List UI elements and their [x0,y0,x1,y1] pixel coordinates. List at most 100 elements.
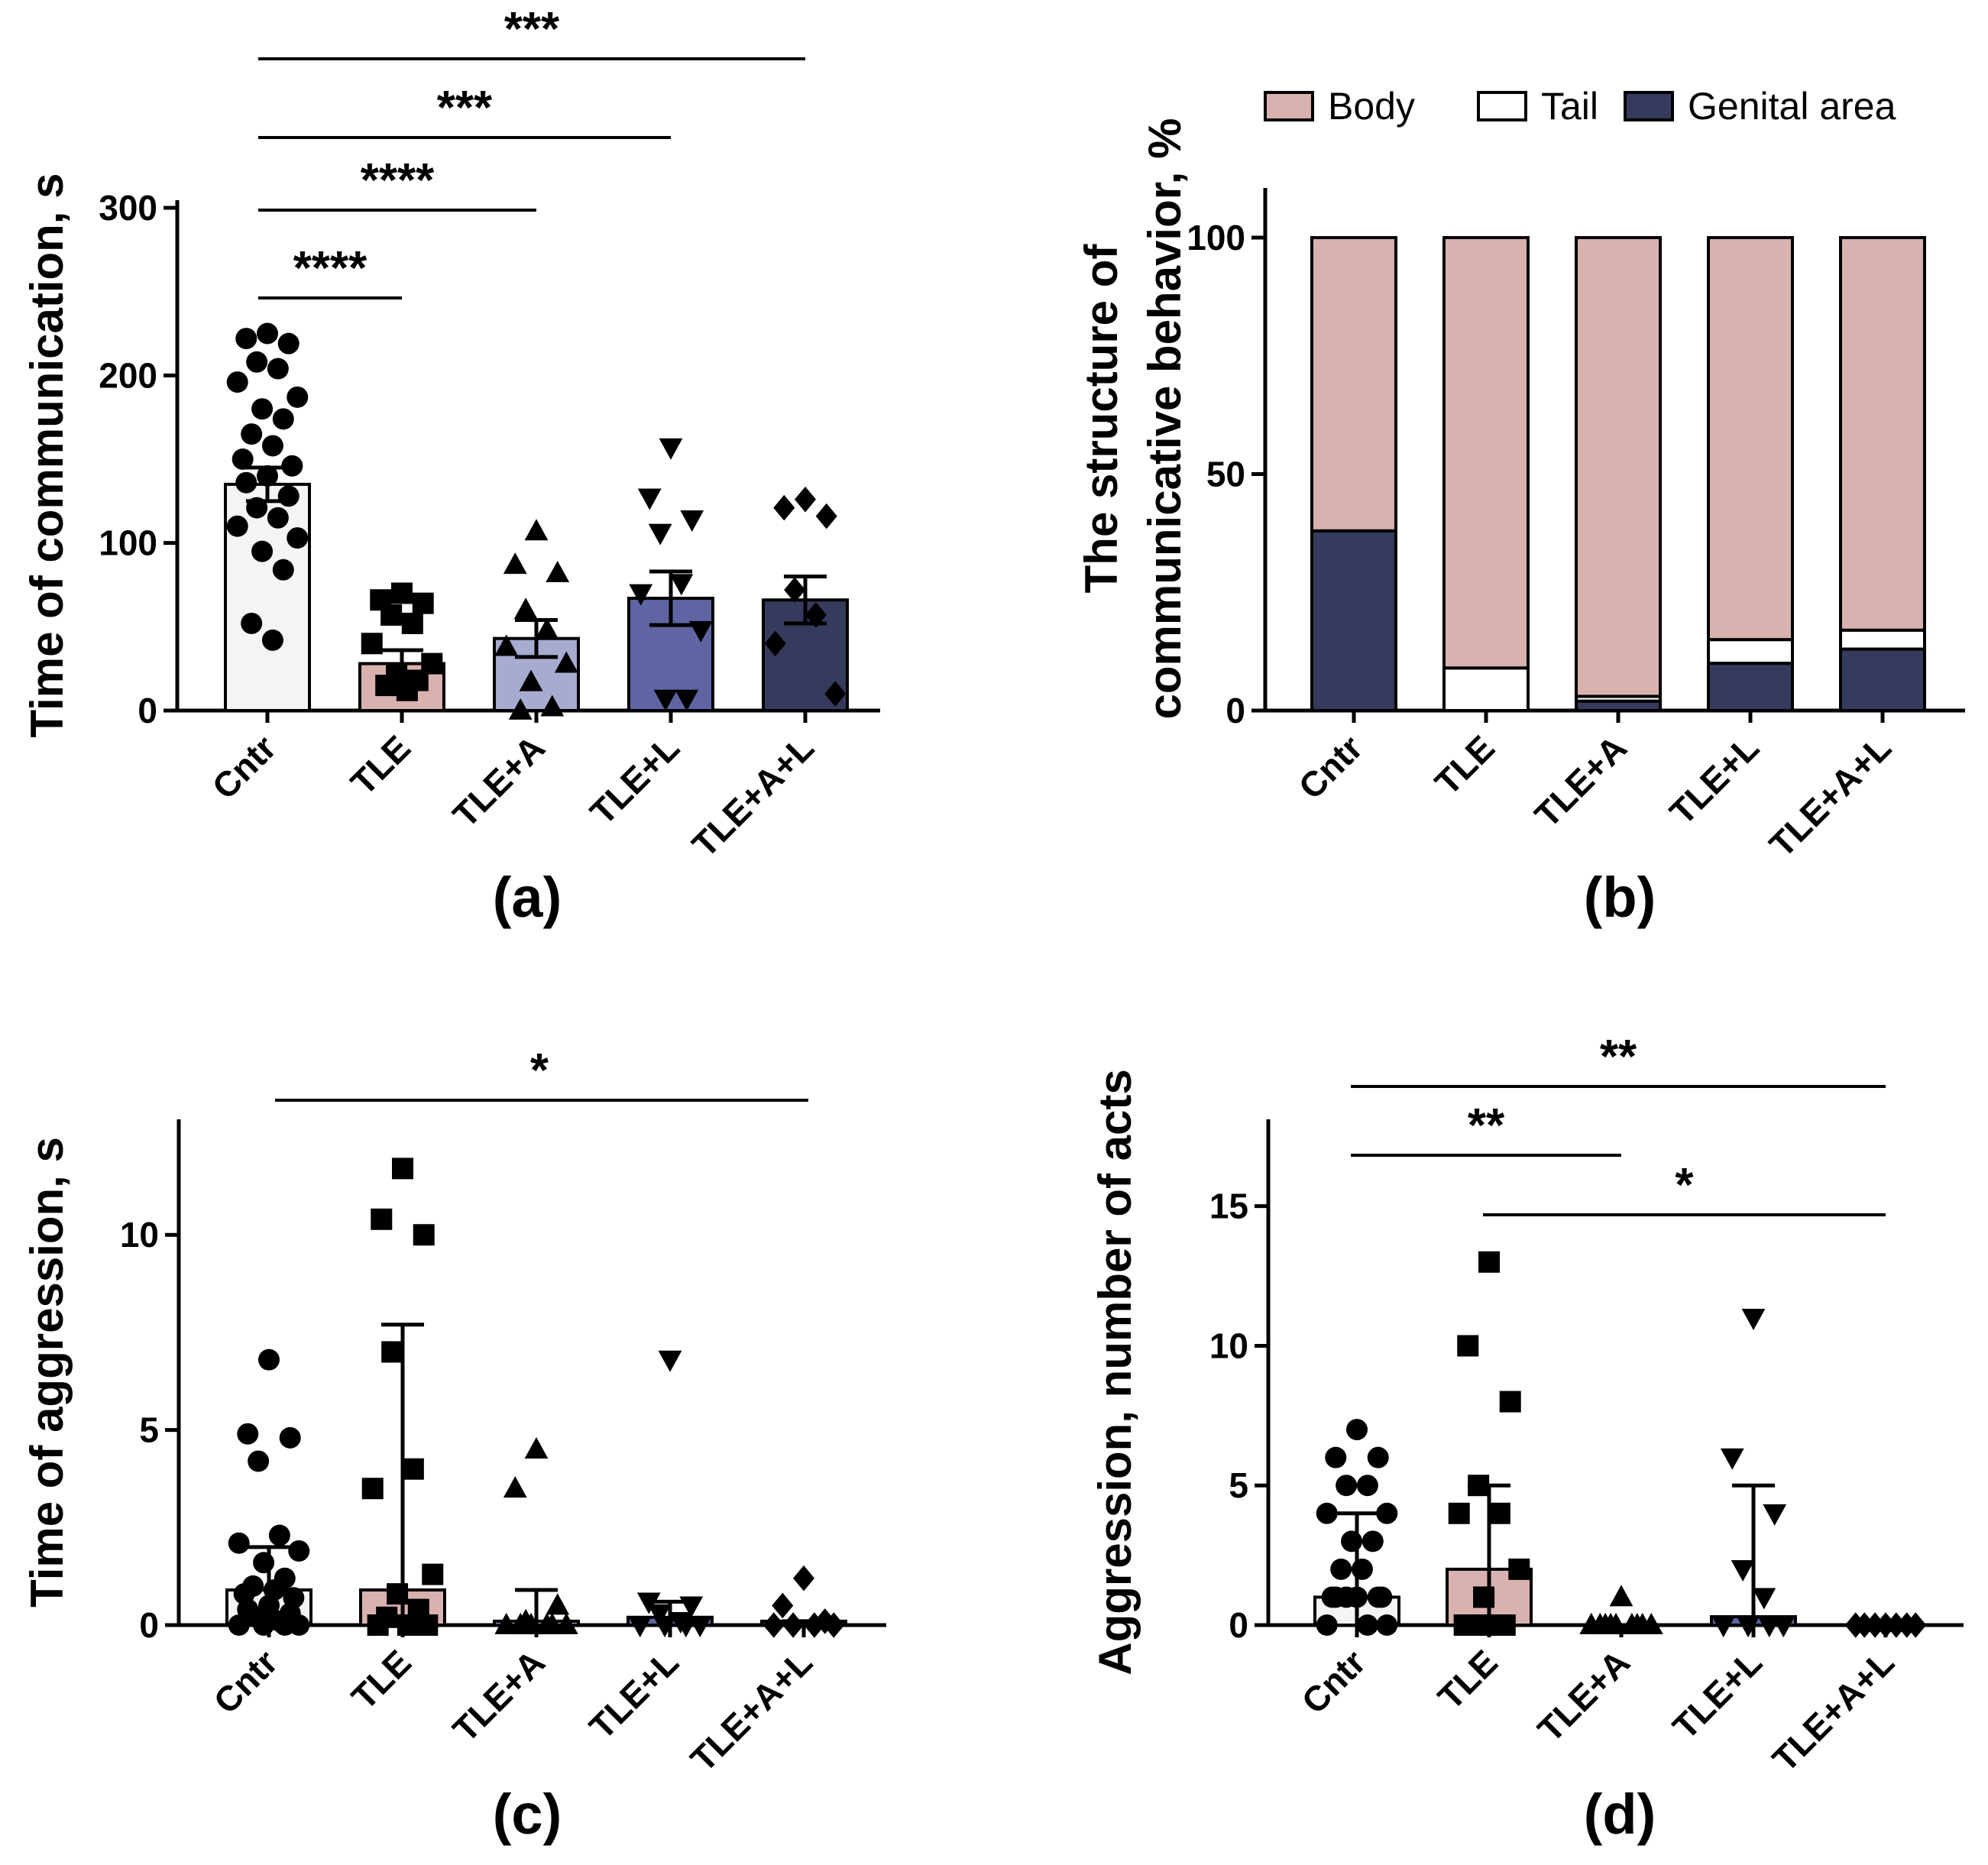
data-point [680,510,704,533]
y-tick-label: 0 [1226,691,1245,730]
panel-label: (a) [493,866,562,929]
data-point [535,617,559,639]
data-point [1361,1530,1384,1553]
data-point [396,679,418,701]
data-point [1720,1448,1744,1470]
data-point [524,519,549,541]
data-point [803,1612,825,1638]
x-tick-label: TLE [344,1642,419,1717]
data-point [253,1552,275,1574]
data-point [235,471,257,494]
data-point [274,1614,296,1636]
data-point [261,435,283,457]
data-point [540,1612,565,1634]
y-tick-label: 10 [1209,1326,1248,1365]
x-tick-label: TLE+L [1665,1642,1769,1747]
data-point [653,689,678,711]
data-point [251,398,274,420]
data-point [257,322,278,345]
x-tick-label: TLE [1430,1642,1505,1717]
data-point [1609,1585,1633,1607]
data-point [1336,1475,1358,1497]
data-point [648,523,672,546]
data-point [1741,1308,1766,1330]
data-point [1356,1614,1378,1636]
bar-segment [1310,529,1397,713]
legend-label: Tail [1541,85,1598,128]
data-point [795,486,816,513]
significance-label: ** [1600,1031,1637,1083]
data-point [1341,1530,1363,1553]
data-point [1711,1616,1736,1638]
data-point [1864,1612,1886,1638]
bar-segment [1442,666,1530,712]
data-point [647,1604,672,1626]
bar-segment [1442,236,1530,670]
data-point [412,592,434,614]
bar-segment [1575,236,1662,698]
data-point [371,1208,393,1230]
data-point [413,1224,435,1246]
data-point [762,1612,785,1638]
data-point [402,1458,424,1480]
data-point [513,597,538,620]
data-point [241,423,263,445]
data-point [1330,1558,1352,1580]
x-tick-label: TLE+A [445,727,552,835]
data-point [1483,1614,1505,1636]
x-tick-label: TLE+L [1662,727,1766,832]
data-point [416,1614,439,1636]
data-point [267,507,289,529]
bar-segment [1839,647,1926,713]
y-tick-label: 0 [139,1605,159,1645]
data-point [241,612,263,634]
data-point [503,552,527,575]
x-tick-label: TLE+A+L [685,727,822,865]
data-point [1752,1588,1776,1610]
data-point [503,1476,527,1498]
panel-b: 0 50 100 The structure of communicative beha… [1076,85,1965,929]
data-point [508,698,533,720]
data-point [397,1614,419,1636]
data-point [1488,1502,1510,1524]
data-point [637,488,662,510]
data-point [773,494,795,521]
x-tick-label: TLE+A [445,1642,552,1750]
data-point [268,1524,290,1546]
y-axis-label: Time of aggression, s [21,1137,73,1608]
bar-segment [1839,236,1926,632]
data-point [226,515,248,537]
x-tick-label: Cntr [1293,1642,1373,1721]
x-tick-label: TLE+A [1530,1642,1637,1750]
y-axis-label: Time of communication, s [21,173,73,737]
data-point [380,604,403,626]
x-tick-label: TLE [343,727,418,802]
bar-segment [1310,236,1397,533]
data-point [251,540,274,562]
x-tick-label: TLE+L [581,1642,686,1747]
data-point [1478,1251,1500,1273]
panel-d: 0 5 10 15 Aggression, number of acts Cntr TLE T… [1090,1031,1964,1846]
y-tick-label: 0 [1229,1605,1248,1645]
data-point [764,630,786,657]
data-point [659,438,683,460]
data-point [228,1532,250,1554]
data-point [401,612,423,634]
data-point [287,527,309,549]
x-tick-label: TLE [1427,727,1502,802]
data-point [1905,1612,1927,1638]
data-point [1316,1614,1338,1636]
data-point [361,1478,384,1500]
significance-label: *** [504,3,560,56]
significance-label: *** [437,82,493,134]
data-point [281,455,303,477]
data-point [272,408,294,430]
y-axis-label: Aggression, number of acts [1090,1069,1141,1675]
data-point [226,371,248,393]
data-point [524,1437,549,1459]
data-point [674,1616,698,1638]
data-point [1757,1616,1782,1638]
y-axis-label: communicative behavior, % [1139,118,1190,720]
legend-swatch [1264,91,1314,121]
